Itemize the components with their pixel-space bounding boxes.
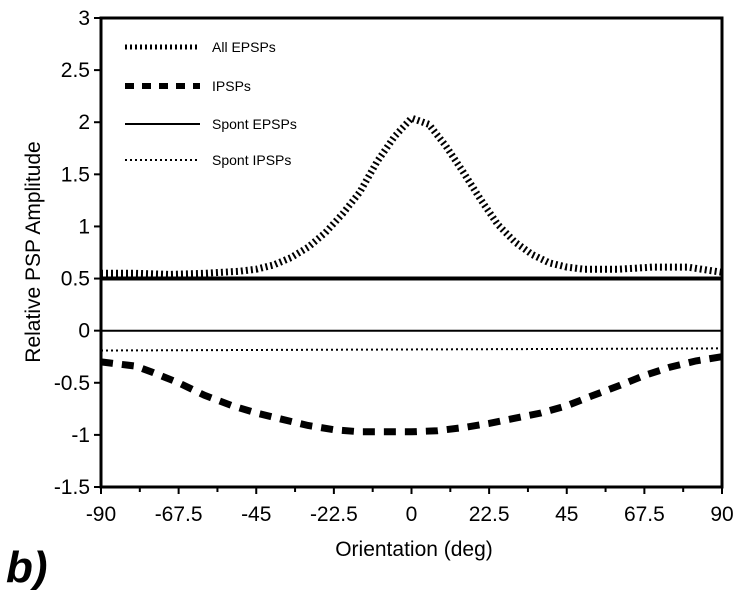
y-tick-label: 1 <box>78 215 90 238</box>
legend-label-0: All EPSPs <box>212 39 276 55</box>
x-tick-label: -22.5 <box>310 503 358 526</box>
x-tick-label: -90 <box>86 503 116 526</box>
x-tick-label: 22.5 <box>469 503 510 526</box>
series-line-3 <box>100 347 723 352</box>
legend-label-3: Spont IPSPs <box>212 152 291 168</box>
series-line-1 <box>100 353 723 436</box>
x-tick-label: 45 <box>555 503 578 526</box>
x-tick-label: -45 <box>241 503 271 526</box>
legend: All EPSPs IPSPs Spont EPSPs Spont IPSPs <box>125 39 297 168</box>
y-tick-label: 0.5 <box>61 268 90 291</box>
y-tick-label: 2.5 <box>61 59 90 82</box>
y-tick-label: 3 <box>78 7 90 30</box>
y-tick-label: 0 <box>78 320 90 343</box>
y-tick-label: 2 <box>78 111 90 134</box>
x-axis-title: Orientation (deg) <box>335 538 493 561</box>
y-tick-label: -0.5 <box>54 372 90 395</box>
y-tick-label: -1.5 <box>54 476 90 499</box>
legend-label-1: IPSPs <box>212 78 251 94</box>
x-tick-label: -67.5 <box>155 503 203 526</box>
panel-label: b) <box>6 543 48 590</box>
y-tick-label: 1.5 <box>61 163 90 186</box>
series-line-0 <box>101 114 723 278</box>
x-tick-label: 67.5 <box>624 503 665 526</box>
x-tick-label: 0 <box>406 503 418 526</box>
legend-label-2: Spont EPSPs <box>212 116 297 132</box>
y-axis-ticks: 3 2.5 2 1.5 1 0.5 0 -0.5 -1 -1.5 <box>54 7 101 499</box>
x-tick-label: 90 <box>710 503 733 526</box>
y-tick-label: -1 <box>71 424 90 447</box>
series-layer <box>100 114 723 436</box>
y-axis-title: Relative PSP Amplitude <box>22 141 45 362</box>
x-axis-ticks: -90 -67.5 -45 -22.5 0 22.5 45 67.5 90 <box>86 487 734 526</box>
